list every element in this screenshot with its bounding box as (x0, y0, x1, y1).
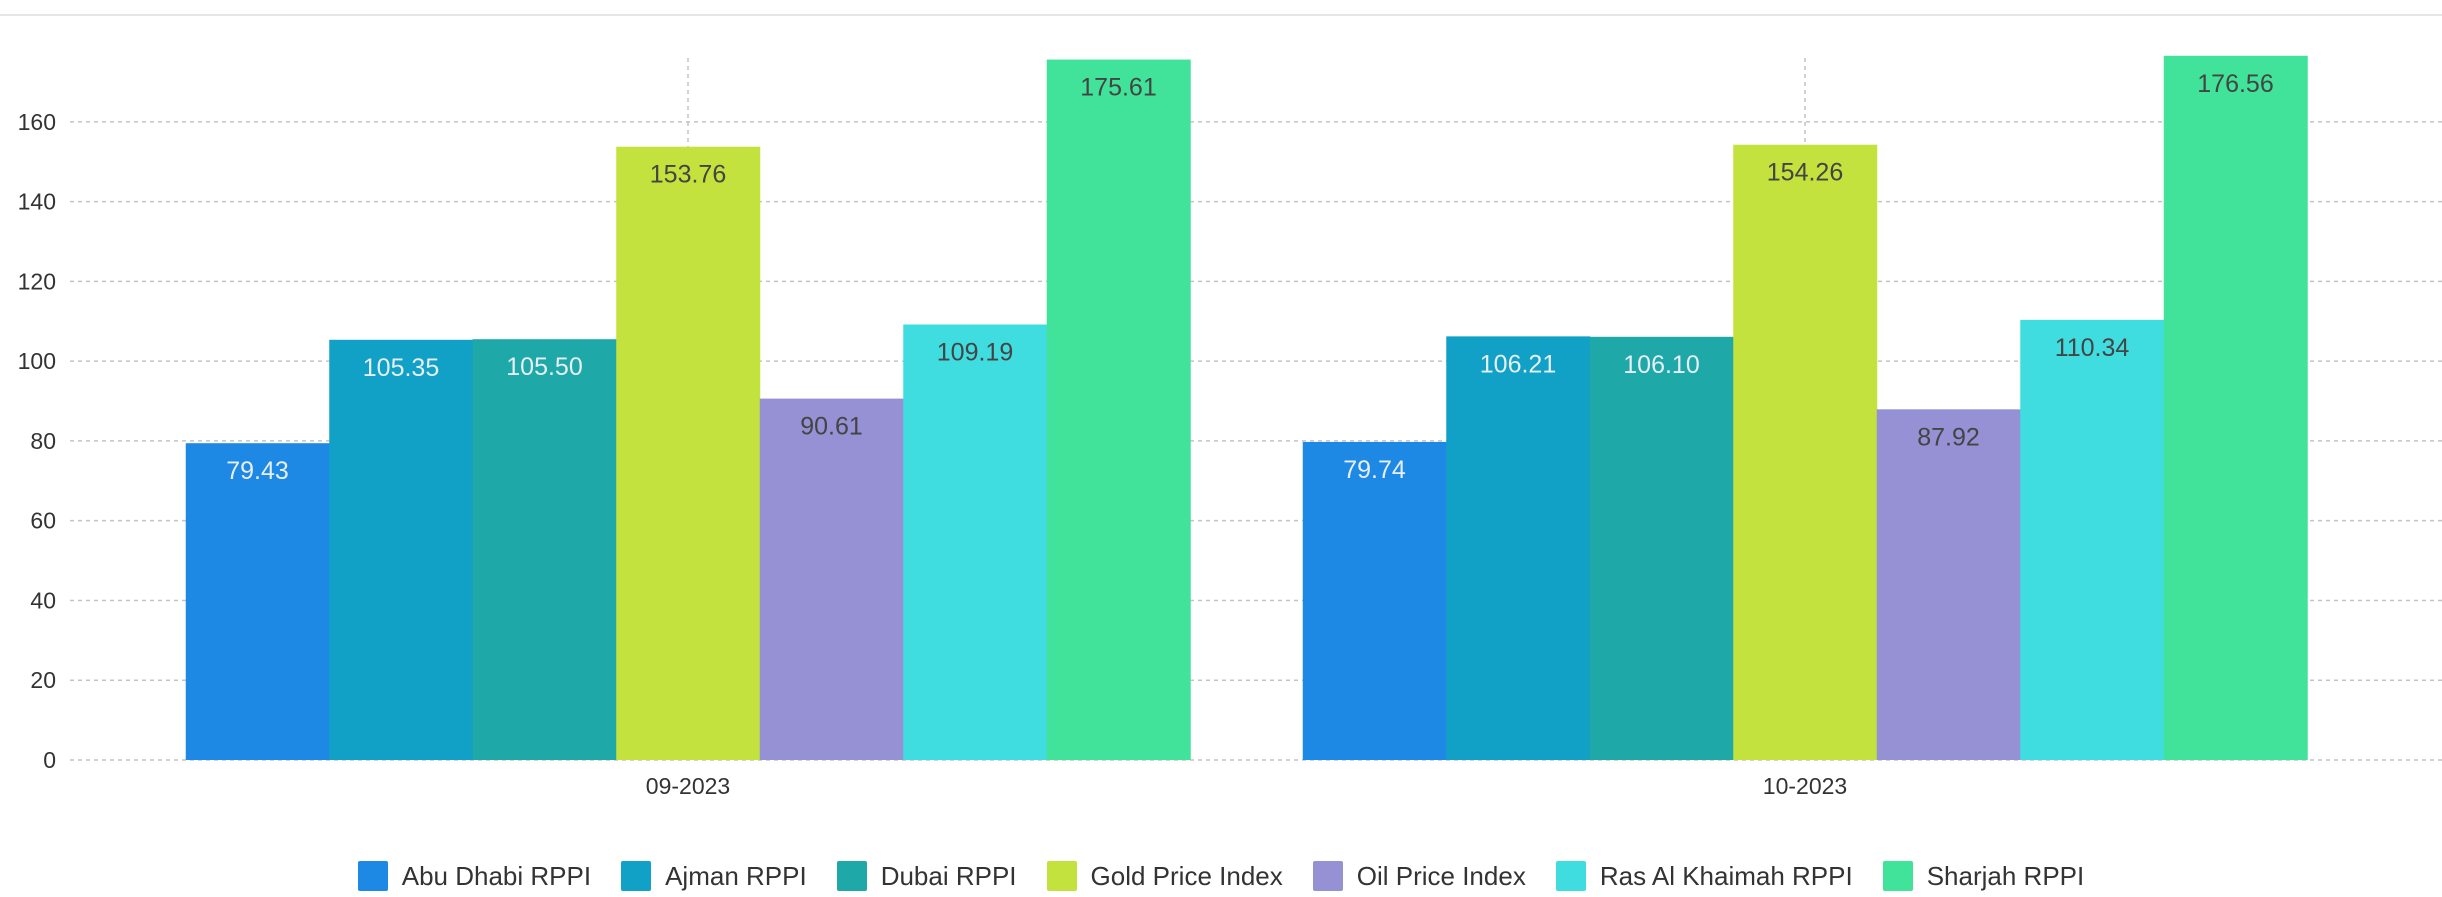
bar-value-label: 106.21 (1480, 350, 1556, 378)
bar (903, 324, 1048, 760)
bar-value-label: 106.10 (1623, 351, 1699, 379)
bar (759, 398, 904, 760)
bar (1876, 409, 2021, 760)
legend-swatch (836, 861, 867, 891)
bar (1046, 59, 1191, 761)
bar-chart: 0 20 40 60 80 100 120 140 160 79.43 105.35 105.50 1… (18, 55, 2442, 799)
bar (616, 146, 761, 760)
y-tick-label: 0 (43, 747, 56, 773)
x-category-label: 09-2023 (646, 773, 730, 799)
legend-label: Dubai RPPI (880, 860, 1017, 891)
y-tick-label: 100 (18, 348, 56, 374)
legend-label: Oil Price Index (1356, 860, 1526, 891)
legend-item[interactable]: Gold Price Index (1046, 860, 1283, 892)
legend-label: Ras Al Khaimah RPPI (1599, 860, 1853, 891)
bar-value-label: 105.35 (363, 354, 439, 382)
bar (1733, 144, 1878, 761)
bar (1446, 336, 1591, 760)
legend-swatch (1046, 861, 1077, 891)
legend-swatch (1882, 861, 1913, 891)
bar-value-label: 176.56 (2197, 70, 2273, 98)
legend-label: Abu Dhabi RPPI (401, 860, 592, 891)
top-divider (0, 14, 2442, 16)
legend-item[interactable]: Dubai RPPI (836, 860, 1017, 892)
legend-label: Sharjah RPPI (1926, 860, 2085, 891)
bar (1302, 441, 1447, 760)
legend-item[interactable]: Oil Price Index (1312, 860, 1526, 892)
x-category-label: 10-2023 (1763, 773, 1847, 799)
bar (1589, 336, 1734, 760)
legend-label: Ajman RPPI (665, 860, 807, 891)
bar-value-label: 79.43 (226, 457, 289, 485)
bars (185, 55, 2308, 761)
y-tick-label: 60 (30, 508, 56, 534)
bar (472, 339, 617, 760)
legend: Abu Dhabi RPPI Ajman RPPI Dubai RPPI Gold P… (0, 855, 2442, 897)
legend-swatch (1555, 861, 1586, 891)
bar-value-label: 153.76 (650, 161, 726, 189)
legend-swatch (621, 861, 652, 891)
y-tick-label: 40 (30, 587, 56, 613)
y-tick-label: 80 (30, 428, 56, 454)
bar-value-label: 87.92 (1917, 423, 1980, 451)
y-axis: 0 20 40 60 80 100 120 140 160 (18, 109, 56, 773)
legend-item[interactable]: Abu Dhabi RPPI (357, 860, 592, 892)
legend-label: Gold Price Index (1090, 860, 1283, 891)
y-tick-label: 20 (30, 667, 56, 693)
bar (329, 339, 474, 760)
bar-value-label: 175.61 (1080, 74, 1156, 102)
bar-value-label: 79.74 (1343, 456, 1406, 484)
bar-value-label: 109.19 (937, 338, 1013, 366)
bar (2020, 319, 2165, 760)
bar-value-label: 154.26 (1767, 159, 1843, 187)
legend-item[interactable]: Ajman RPPI (621, 861, 807, 892)
y-tick-label: 140 (18, 189, 56, 215)
y-tick-label: 120 (18, 268, 56, 294)
x-axis: 09-2023 10-2023 (646, 773, 1847, 799)
bar (2163, 55, 2308, 760)
bar-value-label: 110.34 (2055, 334, 2130, 362)
legend-swatch (357, 861, 388, 891)
bar-value-label: 90.61 (800, 413, 863, 441)
y-tick-label: 160 (18, 109, 56, 135)
legend-item[interactable]: Sharjah RPPI (1882, 860, 2085, 892)
legend-item[interactable]: Ras Al Khaimah RPPI (1555, 860, 1853, 892)
legend-swatch (1312, 861, 1343, 891)
bar (185, 443, 330, 760)
bar-value-label: 105.50 (506, 353, 582, 381)
bar-labels: 79.43 105.35 105.50 153.76 90.61 109.19 175.61… (226, 70, 2274, 485)
